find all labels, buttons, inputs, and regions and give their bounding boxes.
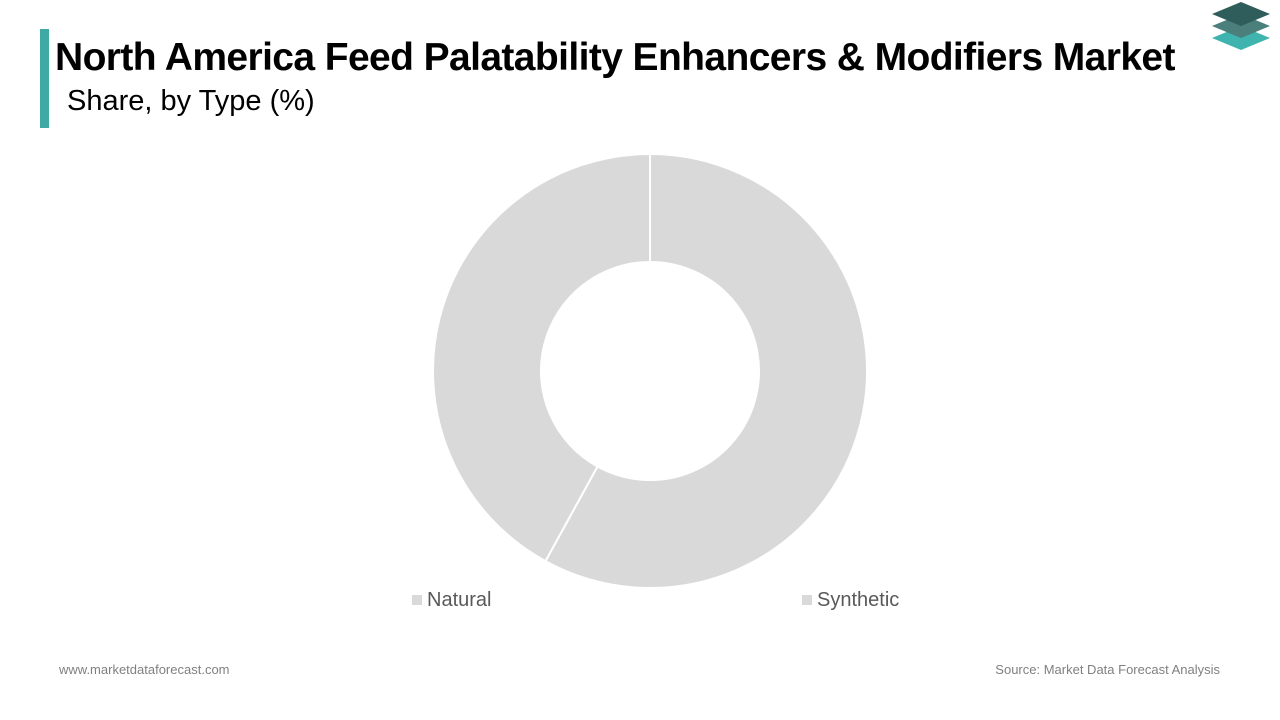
stacked-layers-icon — [1212, 2, 1270, 50]
footer-source: Source: Market Data Forecast Analysis — [995, 662, 1220, 677]
legend-marker-synthetic — [802, 595, 812, 605]
footer-website: www.marketdataforecast.com — [59, 662, 230, 677]
donut-slice-synthetic — [544, 152, 868, 589]
chart-subtitle: Share, by Type (%) — [67, 85, 315, 117]
chart-title: North America Feed Palatability Enhancer… — [55, 36, 1175, 79]
donut-slices — [431, 152, 868, 589]
legend-marker-natural — [412, 595, 422, 605]
title-accent-bar — [40, 29, 49, 128]
donut-slice-natural — [431, 152, 651, 563]
legend-label-synthetic: Synthetic — [817, 589, 899, 611]
legend-label-natural: Natural — [427, 589, 491, 611]
logo-layer-top — [1212, 2, 1270, 26]
chart-legend: Natural Synthetic — [412, 589, 899, 611]
